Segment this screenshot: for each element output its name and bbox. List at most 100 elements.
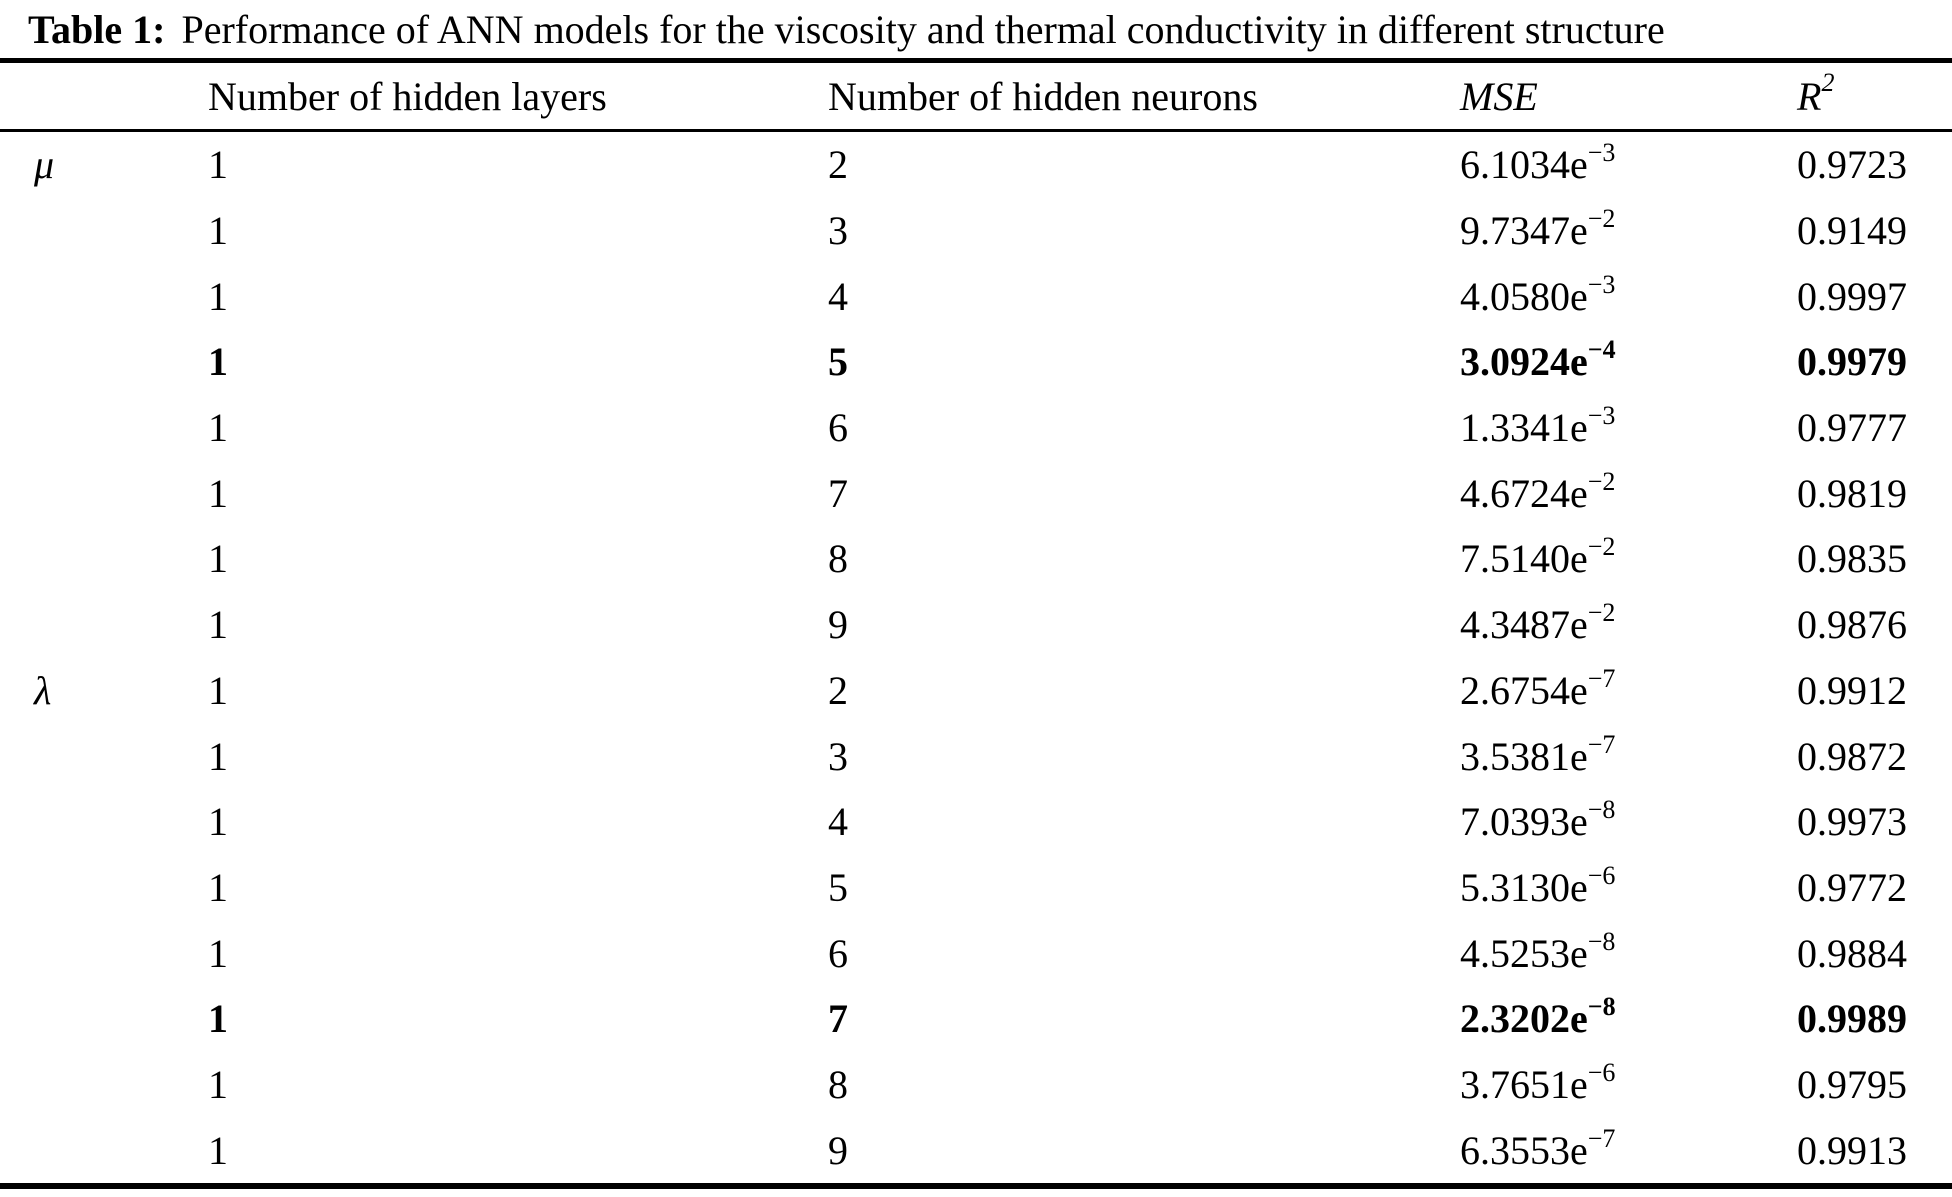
- hidden-neurons-cell: 9: [794, 1117, 1426, 1189]
- table-row: 1 4 7.0393e−8 0.9973: [0, 789, 1952, 855]
- table-body: μ 1 2 6.1034e−3 0.9723 1 3 9.7347e−2 0.9149 1 4 4.0…: [0, 131, 1952, 1189]
- mse-cell: 4.6724e−2: [1460, 466, 1616, 516]
- group-cell: [0, 1052, 174, 1118]
- group-cell: [0, 263, 174, 329]
- table-caption-text: Performance of ANN models for the viscos…: [181, 7, 1665, 52]
- mse-cell: 7.5140e−2: [1460, 532, 1616, 582]
- r2-cell: 0.9979: [1797, 339, 1907, 385]
- hidden-layers-cell: 1: [208, 733, 228, 779]
- table-row: λ 1 2 2.6754e−7 0.9912: [0, 658, 1952, 724]
- hidden-neurons-cell: 4: [828, 273, 848, 319]
- group-cell: [0, 855, 174, 921]
- mse-cell: 5.3130e−6: [1460, 860, 1616, 910]
- table-row: 1 5 3.0924e−4 0.9979: [0, 329, 1952, 395]
- hidden-layers-column-header: Number of hidden layers: [174, 58, 794, 132]
- table-row: 1 4 4.0580e−3 0.9997: [0, 263, 1952, 329]
- mse-cell: 3.5381e−7: [1460, 729, 1616, 779]
- hidden-neurons-cell: 6: [828, 930, 848, 976]
- table-row: 1 3 3.5381e−7 0.9872: [0, 723, 1952, 789]
- hidden-layers-cell: 1: [208, 142, 228, 188]
- hidden-neurons-cell: 2: [828, 667, 848, 713]
- group-cell: [0, 460, 174, 526]
- mse-cell: 4.3487e−2: [1460, 598, 1616, 648]
- mse-cell: 9.7347e−2: [1460, 204, 1616, 254]
- table-row: 1 9 6.3553e−7 0.9913: [0, 1117, 1952, 1189]
- mse-cell: 6.1034e−3: [1460, 138, 1616, 188]
- r2-cell: 0.9835: [1797, 536, 1907, 582]
- r2-cell: 0.9997: [1797, 273, 1907, 319]
- hidden-neurons-column-header: Number of hidden neurons: [794, 58, 1426, 132]
- table-row: 1 7 2.3202e−8 0.9989: [0, 986, 1952, 1052]
- group-column-header: [0, 58, 174, 132]
- hidden-layers-cell: 1: [208, 996, 228, 1042]
- r2-cell: 0.9795: [1797, 1061, 1907, 1107]
- mse-cell: 1.3341e−3: [1460, 401, 1616, 451]
- mse-cell: 4.0580e−3: [1460, 269, 1616, 319]
- mse-cell: 3.7651e−6: [1460, 1057, 1616, 1107]
- table-row: 1 8 3.7651e−6 0.9795: [0, 1052, 1952, 1118]
- r2-cell: 0.9149: [1797, 208, 1907, 254]
- group-cell: [0, 526, 174, 592]
- hidden-layers-cell: 1: [208, 208, 228, 254]
- hidden-neurons-cell: 3: [828, 733, 848, 779]
- table-header: Number of hidden layers Number of hidden…: [0, 58, 1952, 132]
- table-row: 1 3 9.7347e−2 0.9149: [0, 198, 1952, 264]
- table-caption: Table 1: Performance of ANN models for th…: [0, 0, 1952, 58]
- r2-header-base: R: [1797, 73, 1822, 119]
- hidden-layers-cell: 1: [208, 602, 228, 648]
- group-cell: [0, 1117, 174, 1189]
- group-cell: [0, 986, 174, 1052]
- mse-cell: 2.3202e−8: [1460, 992, 1616, 1042]
- r2-column-header: R2: [1763, 58, 1952, 132]
- hidden-neurons-cell: 6: [828, 405, 848, 451]
- hidden-neurons-cell: 5: [828, 864, 848, 910]
- group-cell: [0, 198, 174, 264]
- table-row: 1 5 5.3130e−6 0.9772: [0, 855, 1952, 921]
- hidden-neurons-cell: 8: [828, 536, 848, 582]
- hidden-layers-cell: 1: [208, 667, 228, 713]
- table-row: μ 1 2 6.1034e−3 0.9723: [0, 131, 1952, 198]
- hidden-layers-cell: 1: [208, 405, 228, 451]
- r2-cell: 0.9989: [1797, 996, 1907, 1042]
- group-cell: λ: [34, 667, 52, 713]
- hidden-layers-cell: 1: [208, 273, 228, 319]
- r2-cell: 0.9723: [1797, 142, 1907, 188]
- hidden-layers-cell: 1: [208, 470, 228, 516]
- r2-cell: 0.9819: [1797, 470, 1907, 516]
- group-cell: [0, 395, 174, 461]
- r2-cell: 0.9913: [1763, 1117, 1952, 1189]
- hidden-layers-cell: 1: [208, 1061, 228, 1107]
- hidden-neurons-cell: 9: [828, 602, 848, 648]
- mse-cell: 7.0393e−8: [1460, 795, 1616, 845]
- group-cell: [0, 920, 174, 986]
- ann-performance-table: Number of hidden layers Number of hidden…: [0, 58, 1952, 1189]
- table-caption-label: Table 1:: [28, 7, 166, 52]
- r2-cell: 0.9973: [1797, 799, 1907, 845]
- group-cell: [0, 592, 174, 658]
- group-cell: [0, 723, 174, 789]
- hidden-layers-cell: 1: [208, 799, 228, 845]
- table-row: 1 8 7.5140e−2 0.9835: [0, 526, 1952, 592]
- group-cell: [0, 789, 174, 855]
- table-row: 1 9 4.3487e−2 0.9876: [0, 592, 1952, 658]
- r2-cell: 0.9772: [1797, 864, 1907, 910]
- hidden-neurons-cell: 4: [828, 799, 848, 845]
- table-row: 1 6 4.5253e−8 0.9884: [0, 920, 1952, 986]
- r2-cell: 0.9912: [1797, 667, 1907, 713]
- hidden-layers-cell: 1: [208, 536, 228, 582]
- r2-cell: 0.9884: [1797, 930, 1907, 976]
- hidden-neurons-cell: 7: [828, 996, 848, 1042]
- hidden-layers-cell: 1: [174, 1117, 794, 1189]
- mse-cell: 4.5253e−8: [1460, 926, 1616, 976]
- hidden-layers-cell: 1: [208, 864, 228, 910]
- table-row: 1 7 4.6724e−2 0.9819: [0, 460, 1952, 526]
- group-cell: μ: [34, 142, 55, 188]
- header-row: Number of hidden layers Number of hidden…: [0, 58, 1952, 132]
- hidden-layers-cell: 1: [208, 930, 228, 976]
- hidden-neurons-cell: 2: [828, 142, 848, 188]
- group-cell: [0, 329, 174, 395]
- hidden-neurons-cell: 3: [828, 208, 848, 254]
- mse-cell: 3.0924e−4: [1460, 335, 1616, 385]
- r2-cell: 0.9872: [1797, 733, 1907, 779]
